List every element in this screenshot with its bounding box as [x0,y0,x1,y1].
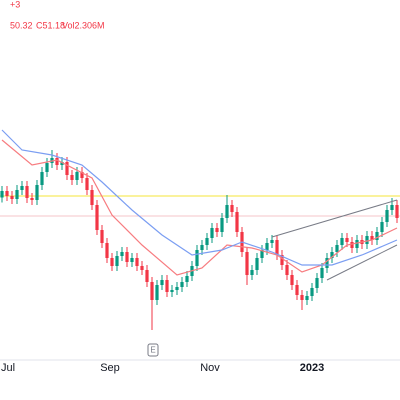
candle-body [20,186,24,190]
candle-body [280,255,284,265]
candle-body [365,236,369,244]
candle-body [385,210,389,222]
x-tick-label: 2023 [300,362,324,374]
trend-line [271,199,398,238]
candle-body [60,162,64,165]
candle-body [205,238,209,245]
header-volume: Vol2.306M [62,20,105,30]
candle-body [100,230,104,243]
candle-body [130,258,134,262]
candle-body [325,258,329,268]
moving-average [1,139,398,276]
candle-body [135,258,139,266]
candle-body [80,172,84,178]
candle-body [165,280,169,292]
candle-body [310,288,314,296]
candle-body [185,276,189,282]
event-marker [147,343,159,357]
candle-body [75,172,79,180]
candle-body [195,250,199,266]
candle-body [375,232,379,240]
candle-body [260,250,264,258]
event-label: E [150,346,155,355]
candle-body [155,285,159,300]
candle-body [320,268,324,278]
candle-body [0,191,4,198]
candle-body [285,265,289,275]
candle-body [230,205,234,212]
candle-body [115,256,119,266]
candle-body [40,172,44,185]
x-tick-label: Sep [100,362,120,374]
candle-body [145,270,149,282]
candle-body [225,205,229,218]
candle-body [220,218,224,232]
candle-body [175,287,179,290]
candle-body [395,205,399,218]
candle-body [35,185,39,200]
candle-body [265,243,269,250]
candle-body [170,290,174,292]
candle-body [45,163,49,172]
candle-body [255,258,259,270]
candle-body [110,258,114,266]
candle-body [215,228,219,232]
candle-body [15,190,19,199]
candle-body [350,242,354,248]
candle-body [10,196,14,199]
candle-body [65,162,69,175]
candle-body [290,275,294,285]
candle-body [245,252,249,275]
candle-body [125,252,129,262]
candle-body [180,282,184,287]
candle-body [390,205,394,210]
candle-body [140,266,144,270]
header-top: +3 [10,0,20,9]
candle-body [85,178,89,190]
candle-body [95,205,99,230]
header-low: 50.32 [10,20,33,30]
candle-body [30,198,34,200]
candle-body [105,243,109,258]
candle-body [305,296,309,300]
candle-body [270,240,274,243]
candle-body [380,222,384,232]
candle-body [150,282,154,300]
x-tick-label: Nov [200,362,220,374]
trend-line [326,244,398,281]
candle-body [55,158,59,165]
header-close: C51.18 [36,20,65,30]
x-tick-label: Jul [1,362,15,374]
candle-body [5,191,9,196]
candle-body [340,238,344,245]
candle-body [70,175,74,180]
candle-body [355,240,359,248]
candle-body [335,245,339,252]
candle-body [90,190,94,205]
candle-body [315,278,319,288]
candle-body [370,236,374,240]
candle-body [345,238,349,242]
candle-body [120,252,124,256]
candle-body [300,295,304,300]
candle-body [210,228,214,238]
candle-body [200,245,204,250]
candle-body [295,285,299,295]
candle-body [25,186,29,198]
candle-body [250,270,254,275]
candle-body [330,252,334,258]
candle-body [275,240,279,255]
moving-average [1,129,398,266]
candle-body [160,280,164,285]
candle-body [235,212,239,232]
